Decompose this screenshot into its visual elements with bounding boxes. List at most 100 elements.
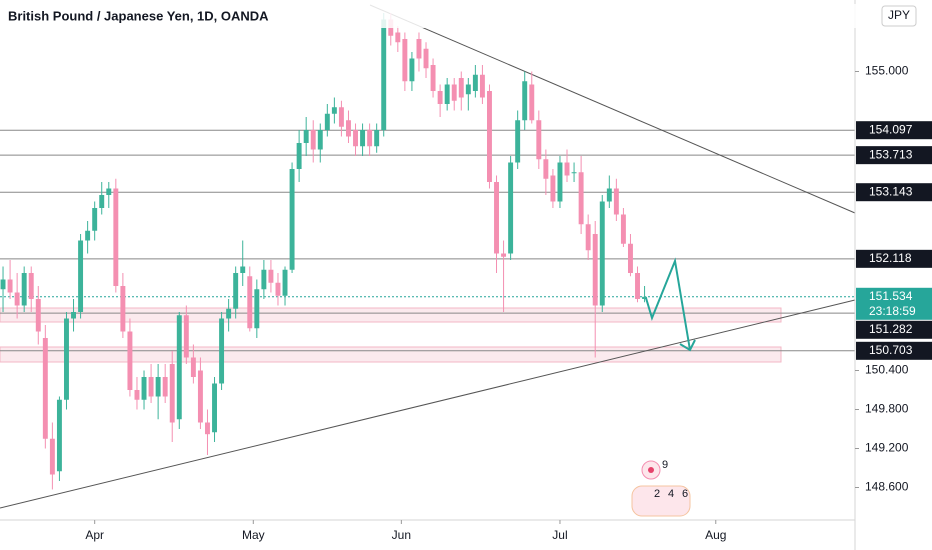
candle-body (64, 318, 69, 400)
event-group[interactable] (631, 485, 691, 517)
candle-body (296, 143, 302, 169)
y-tick-label: 150.400 (865, 363, 909, 377)
candle-body (508, 162, 514, 254)
candle-body (106, 188, 112, 195)
price-tag (856, 146, 932, 165)
candle-body (444, 84, 450, 104)
candle-body (0, 279, 6, 290)
candle-body (78, 240, 84, 312)
candle-body (353, 130, 358, 147)
candle-body (56, 399, 62, 472)
candle-body (162, 377, 168, 397)
candle-body (571, 172, 577, 174)
candle-body (642, 296, 648, 299)
candle-body (381, 19, 387, 130)
candle-body (42, 338, 48, 439)
candle-body (578, 172, 584, 225)
currency[interactable]: JPY (888, 8, 910, 22)
price-tag (856, 341, 932, 360)
y-tick-label: 149.200 (865, 441, 909, 455)
candle-body (155, 377, 161, 397)
candle-body (141, 377, 147, 400)
candle-body (233, 273, 239, 309)
y-tick-label: 149.800 (865, 402, 909, 416)
candle-body (212, 383, 217, 433)
candle-body (585, 224, 591, 251)
currency-button[interactable] (881, 5, 917, 27)
candle-body (127, 331, 133, 390)
price-tag (856, 183, 932, 202)
candle-body (275, 282, 281, 296)
candle-body (14, 292, 20, 306)
candle-body (205, 422, 210, 435)
price-tag (856, 121, 932, 140)
candle-body (395, 32, 401, 43)
candle-body (268, 269, 274, 283)
candle-body (7, 279, 13, 293)
candle-body (479, 74, 485, 98)
candle-body (85, 230, 91, 241)
price-tag-label: 151.534 (869, 289, 913, 303)
x-tick-label: Jul (552, 528, 567, 542)
price-tag-label: 151.282 (869, 322, 913, 336)
title-bg (0, 4, 860, 28)
event-dot (648, 467, 654, 473)
candle-body (416, 39, 422, 59)
candle-body (437, 91, 443, 104)
x-tick-label: May (242, 528, 265, 542)
candle-body (324, 113, 330, 130)
candle-body (635, 273, 640, 299)
event-label: 6 (682, 488, 688, 500)
candle-body (92, 208, 98, 231)
x-tick-label: Aug (705, 528, 726, 542)
candle-body (35, 299, 41, 332)
candle-body (599, 201, 605, 306)
event-label: 4 (668, 488, 674, 500)
candle-body (99, 195, 105, 208)
price-tag-label: 152.118 (869, 251, 912, 265)
candle-body (247, 276, 253, 329)
y-tick-label: 148.600 (865, 480, 909, 494)
candle-body (451, 84, 457, 101)
x-tick-label: Apr (85, 528, 104, 542)
candle-body (501, 253, 507, 257)
candle-body (310, 130, 316, 150)
candle-body (289, 169, 295, 270)
x-tick-label: Jun (392, 528, 411, 542)
candle-body (592, 234, 598, 306)
candle-body (515, 120, 521, 163)
candle-body (28, 273, 34, 299)
candle-body (606, 188, 612, 202)
candle-body (254, 289, 260, 329)
zone (0, 346, 782, 363)
candle-body (197, 370, 203, 423)
candle-body (49, 438, 55, 475)
arrow-head (679, 339, 696, 352)
candle-body (346, 120, 351, 137)
candle-body (226, 308, 232, 319)
candle-body (134, 390, 140, 400)
candle-body (529, 84, 535, 121)
candle-body (423, 48, 429, 69)
candle-body (465, 84, 471, 95)
candle-body (472, 74, 478, 91)
candle-body (331, 107, 337, 114)
candle-body (564, 162, 570, 176)
price-tag-label: 153.143 (869, 184, 913, 198)
candle-body (522, 81, 528, 121)
candle-body (409, 58, 415, 82)
candle-body (613, 188, 619, 215)
price-tag (856, 287, 932, 320)
candle-body (190, 357, 196, 377)
candle-body (550, 175, 556, 202)
projection-arrow (645, 257, 691, 351)
candle-body (543, 159, 549, 179)
y-tick-label: 155.000 (865, 64, 909, 78)
candle-body (430, 65, 436, 91)
candle-body (627, 243, 633, 273)
candle-body (71, 312, 76, 319)
candle-body (261, 269, 267, 290)
price-tag-label: 150.703 (869, 343, 913, 357)
price-tag-label: 153.713 (869, 147, 913, 161)
price-tag (856, 249, 932, 268)
